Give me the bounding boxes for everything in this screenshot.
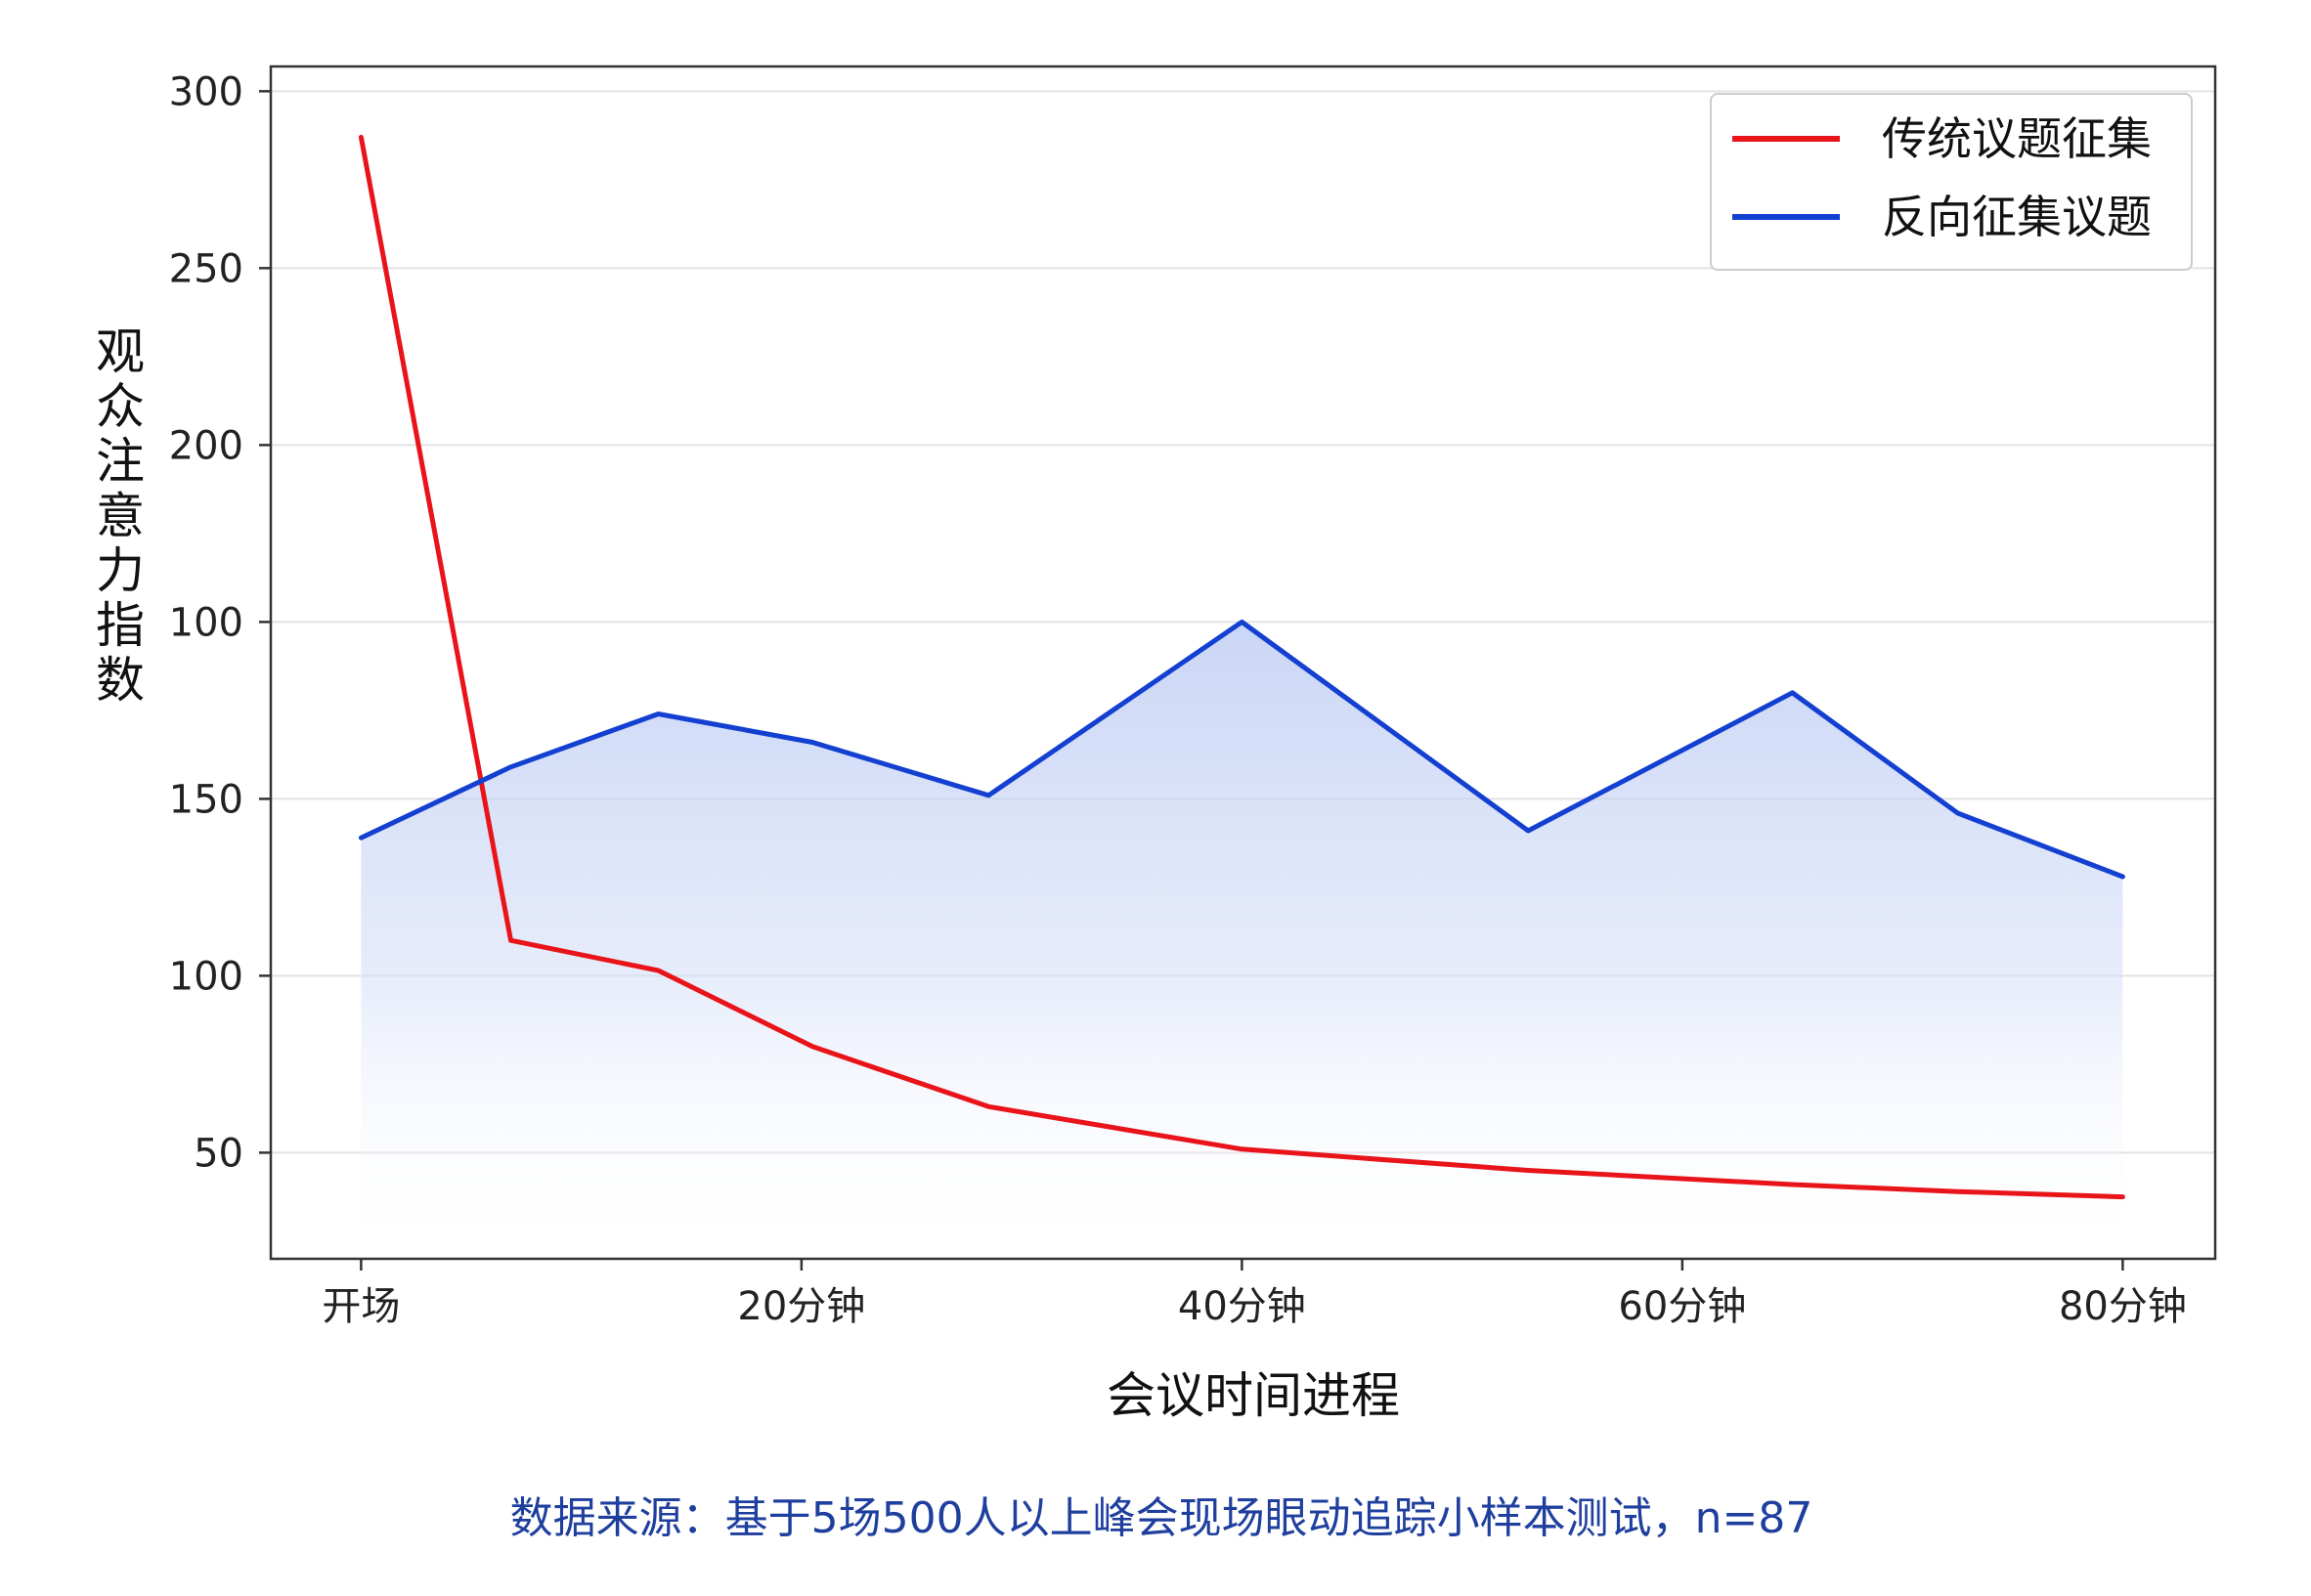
x-tick-label: 40分钟 bbox=[1178, 1284, 1306, 1329]
x-tick-label: 20分钟 bbox=[737, 1284, 865, 1329]
legend-label-traditional: 传统议题征集 bbox=[1882, 112, 2152, 165]
source-note: 数据来源：基于5场500人以上峰会现场眼动追踪小样本测试，n=87 bbox=[510, 1493, 1813, 1543]
y-tick-label: 50 bbox=[194, 1131, 243, 1176]
y-tick-label: 100 bbox=[169, 600, 243, 645]
legend-label-reverse: 反向征集议题 bbox=[1882, 191, 2152, 243]
x-tick-label: 开场 bbox=[322, 1284, 400, 1329]
series-line-2 bbox=[358, 619, 2125, 880]
legend: 传统议题征集 反向征集议题 bbox=[1710, 93, 2193, 271]
y-axis: 50100150100200250300350 bbox=[169, 69, 271, 1176]
y-tick-label: 300 bbox=[169, 69, 243, 114]
y-tick-label: 200 bbox=[169, 423, 243, 468]
y-axis-title: 观众注意力指数 bbox=[96, 324, 145, 709]
series-area-2 bbox=[361, 622, 2123, 1259]
series-lines bbox=[358, 134, 2125, 1200]
y-tick-label: 150 bbox=[169, 777, 243, 822]
x-tick-label: 60分钟 bbox=[1618, 1284, 1746, 1329]
area-fills bbox=[361, 622, 2123, 1259]
x-axis: 开场 20分钟 40分钟 60分钟 80分钟 bbox=[322, 1259, 2187, 1329]
x-axis-title: 会议时间进程 bbox=[1107, 1367, 1400, 1424]
series-line-1 bbox=[358, 134, 2125, 1200]
y-tick-label: 250 bbox=[169, 246, 243, 291]
y-tick-label: 100 bbox=[169, 954, 243, 999]
x-tick-label: 80分钟 bbox=[2059, 1284, 2187, 1329]
